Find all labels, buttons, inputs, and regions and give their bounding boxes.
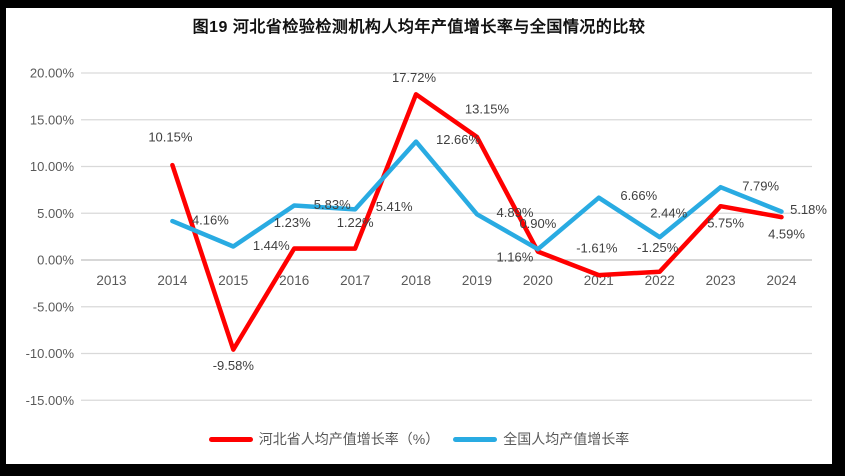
data-label: 1.44% (253, 238, 290, 253)
y-tick-label: 15.00% (30, 112, 75, 127)
legend-label-national: 全国人均产值增长率 (503, 431, 630, 447)
x-tick-label: 2017 (340, 273, 370, 288)
y-tick-label: -15.00% (26, 393, 75, 408)
x-tick-label: 2018 (401, 273, 431, 288)
y-tick-label: -5.00% (33, 299, 75, 314)
national-series-line (170, 139, 784, 252)
hebei-line-swatch-icon (208, 436, 253, 442)
data-label: 0.90% (519, 216, 556, 231)
data-label: 5.41% (376, 199, 413, 214)
legend-item-national: 全国人均产值增长率 (453, 429, 629, 449)
legend: 河北省人均产值增长率（%） 全国人均产值增长率 (6, 429, 832, 449)
data-label: 1.23% (274, 215, 311, 230)
x-tick-label: 2019 (462, 273, 492, 288)
data-label: -1.25% (637, 240, 679, 255)
data-label: 5.18% (790, 202, 827, 217)
chart-title: 图19 河北省检验检测机构人均年产值增长率与全国情况的比较 (192, 19, 646, 36)
national-line-swatch-icon (453, 436, 498, 442)
y-tick-label: 10.00% (30, 159, 75, 174)
x-tick-label: 2014 (157, 273, 188, 288)
data-label: 4.89% (497, 205, 534, 220)
data-label: -9.58% (213, 358, 255, 373)
x-tick-label: 2015 (218, 273, 248, 288)
data-label: 4.16% (192, 213, 229, 228)
data-label: 5.83% (314, 197, 351, 212)
y-tick-label: 5.00% (37, 206, 74, 221)
x-tick-label: 2024 (767, 273, 798, 288)
x-tick-label: 2023 (706, 273, 736, 288)
data-label: 5.75% (707, 216, 744, 231)
legend-label-hebei: 河北省人均产值增长率（%） (258, 431, 440, 447)
y-tick-label: -10.00% (26, 346, 75, 361)
data-label: 7.79% (742, 179, 779, 194)
x-tick-label: 2020 (523, 273, 553, 288)
data-label: -1.61% (576, 241, 618, 256)
data-label: 1.16% (496, 250, 533, 265)
data-label: 17.72% (392, 70, 437, 85)
data-label: 1.22% (337, 215, 374, 230)
x-tick-label: 2013 (96, 273, 126, 288)
y-tick-label: 20.00% (30, 66, 75, 81)
data-label: 4.59% (768, 227, 805, 242)
x-tick-label: 2022 (645, 273, 675, 288)
hebei-series-line (170, 92, 784, 352)
x-tick-label: 2016 (279, 273, 309, 288)
data-label: 6.66% (620, 188, 657, 203)
data-label: 13.15% (465, 102, 510, 117)
legend-item-hebei: 河北省人均产值增长率（%） (208, 429, 440, 449)
y-tick-label: 0.00% (37, 253, 74, 268)
data-label: 12.66% (436, 132, 481, 147)
data-label: 10.15% (148, 130, 193, 145)
data-label: 2.44% (650, 206, 687, 221)
